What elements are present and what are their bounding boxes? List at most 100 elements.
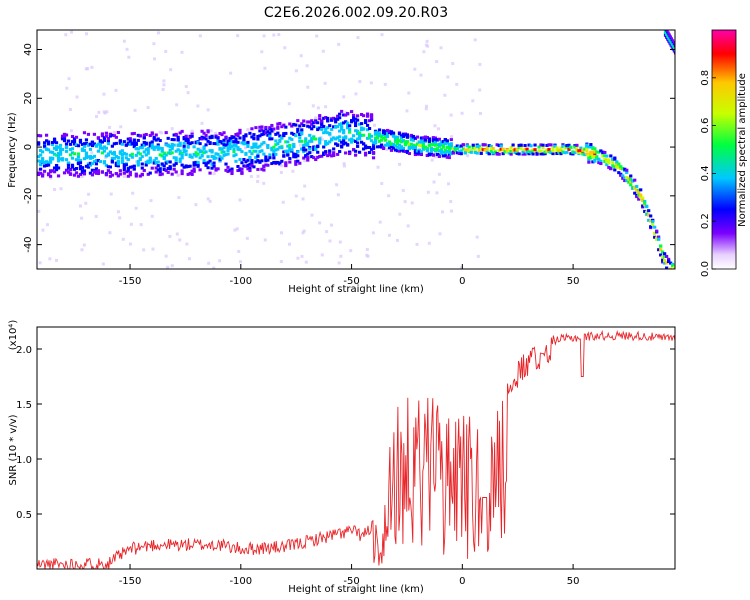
heatmap-cell [513,150,517,154]
heatmap-cell [234,153,238,157]
heatmap-cell [108,231,112,235]
heatmap-cell [369,134,374,138]
heatmap-cell [595,150,599,154]
heatmap-cell [673,43,675,46]
heatmap-cell [352,113,356,117]
heatmap-cell [37,171,41,175]
heatmap-cell [148,160,152,164]
heatmap-cell [254,145,258,149]
heatmap-cell [188,135,192,139]
heatmap-cell [84,151,89,155]
heatmap-cell [280,146,284,150]
heatmap-cell [156,143,160,147]
heatmap-cell [435,143,439,147]
heatmap-cell [170,142,174,146]
snr-x-tick-label: -50 [343,576,359,587]
heatmap-cell [361,133,366,137]
heatmap-cell [381,133,386,137]
heatmap-cell [573,151,577,155]
heatmap-cell [325,230,329,234]
heatmap-cell [373,141,378,145]
heatmap-cell [619,173,623,177]
heatmap-cell [174,149,178,153]
colorbar-tick-label: 0.6 [700,118,711,134]
heatmap-cell [249,174,253,178]
heatmap-cell [475,235,479,239]
heatmap-cell [292,122,296,126]
heatmap-cell [657,235,661,239]
heatmap-cell [673,274,676,277]
heatmap-cell [178,238,182,242]
heatmap-cell [499,144,503,148]
heatmap-cell [52,152,57,156]
heatmap-cell [423,135,427,139]
heatmap-cell [174,170,178,174]
heatmap-cell [379,138,384,142]
heatmap-cell [429,152,433,156]
heatmap-cell [146,147,150,151]
heatmap-cell [146,106,150,110]
heatmap-cell [158,146,162,150]
heatmap-cell [371,156,376,160]
heatmap-cell [264,159,268,163]
heatmap-cell [455,147,459,151]
heatmap-cell [389,145,394,149]
heatmap-cell [365,123,370,127]
heatmap-cell [54,163,59,167]
heatmap-cell [238,148,242,152]
heatmap-cell [272,149,276,153]
heatmap-cell [164,131,168,135]
heatmap-cell [216,136,220,140]
heatmap-cell [359,140,364,144]
heatmap-cell [104,131,108,135]
heatmap-cell [154,161,158,165]
heatmap-cell [294,153,298,157]
heatmap-cell [312,135,316,139]
heatmap-cell [48,150,53,154]
heatmap-cell [82,157,87,161]
heatmap-cell [437,143,441,147]
heatmap-cell [521,151,525,155]
heatmap-cell [447,148,451,152]
snr-x-tick-label: -150 [119,576,142,587]
heatmap-cell [284,164,288,168]
heatmap-cell [489,150,493,154]
heatmap-cell [647,213,651,217]
heatmap-cell [112,142,116,146]
heatmap-cell [315,34,319,38]
heatmap-cell [232,154,236,158]
heatmap-cell [262,164,266,168]
heatmap-cell [270,123,274,127]
heatmap-cell [424,104,428,108]
snr-x-tick-label: 50 [567,576,580,587]
heatmap-cell [338,139,342,143]
heatmap-cell [669,261,673,265]
heatmap-cell [443,151,447,155]
heatmap-cell [176,143,180,147]
heatmap-cell [641,204,645,208]
heatmap-cell [90,156,95,160]
heatmap-cell [246,158,250,162]
heatmap-cell [202,136,206,140]
heatmap-cell [168,234,172,238]
heatmap-cell [330,223,334,227]
heatmap-cell [230,140,234,144]
heatmap-cell [152,135,156,139]
heatmap-cell [551,149,555,153]
heatmap-cell [64,168,69,172]
heatmap-cell [258,160,262,164]
heatmap-cell [154,145,158,149]
heatmap-cell [202,161,206,165]
heatmap-cell [114,163,118,167]
heatmap-cell [294,194,298,198]
heatmap-cell [90,168,95,172]
heatmap-cell [649,219,653,223]
heatmap-cell [483,143,487,147]
heatmap-cell [56,156,61,160]
heatmap-cell [359,113,364,117]
heatmap-cell [593,155,597,159]
heatmap-cell [567,143,571,147]
heatmap-cell [397,139,402,143]
heatmap-cell [453,146,457,150]
heatmap-cell [511,143,515,147]
